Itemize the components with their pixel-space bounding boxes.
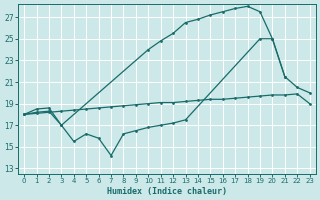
X-axis label: Humidex (Indice chaleur): Humidex (Indice chaleur)	[107, 187, 227, 196]
